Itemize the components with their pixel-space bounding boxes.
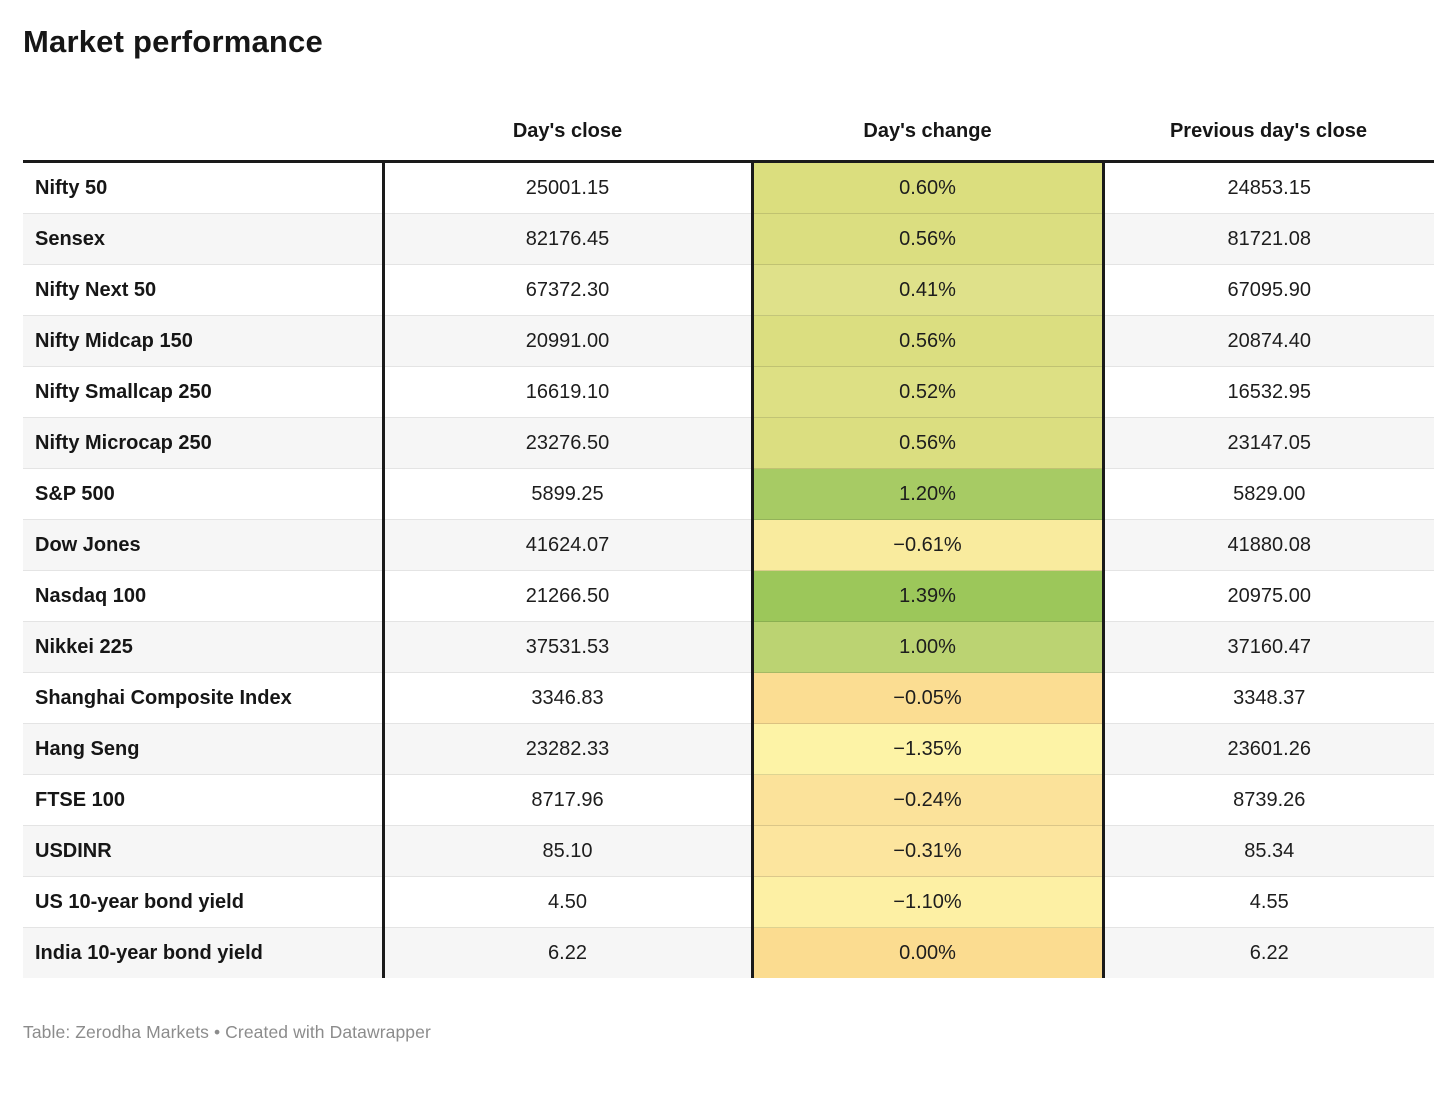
close-value: 3346.83 <box>381 672 752 724</box>
change-value: 0.41% <box>750 264 1105 316</box>
prev-value: 16532.95 <box>1103 366 1434 418</box>
table-row: S&P 500 5899.25 1.20% 5829.00 <box>23 468 1434 520</box>
prev-value: 81721.08 <box>1103 213 1434 265</box>
footer-credit: Table: Zerodha Markets • Created with Da… <box>23 1022 431 1042</box>
close-value: 41624.07 <box>381 519 752 571</box>
row-label: Hang Seng <box>23 723 383 775</box>
row-label: US 10-year bond yield <box>23 876 383 928</box>
close-value: 20991.00 <box>381 315 752 367</box>
prev-value: 6.22 <box>1103 927 1434 978</box>
change-value: 0.60% <box>750 161 1105 214</box>
row-label: India 10-year bond yield <box>23 927 383 978</box>
row-label: S&P 500 <box>23 468 383 520</box>
row-label: Sensex <box>23 213 383 265</box>
close-value: 25001.15 <box>381 161 752 214</box>
prev-value: 20975.00 <box>1103 570 1434 622</box>
close-value: 21266.50 <box>381 570 752 622</box>
prev-value: 20874.40 <box>1103 315 1434 367</box>
close-value: 67372.30 <box>381 264 752 316</box>
change-value: 1.39% <box>750 570 1105 622</box>
page-title: Market performance <box>23 24 323 59</box>
change-value: −1.35% <box>750 723 1105 775</box>
row-label: Nifty Midcap 150 <box>23 315 383 367</box>
close-value: 23276.50 <box>381 417 752 469</box>
change-value: 0.56% <box>750 213 1105 265</box>
table-body: Nifty 50 25001.15 0.60% 24853.15 Sensex … <box>23 161 1434 978</box>
prev-value: 3348.37 <box>1103 672 1434 724</box>
table-row: Nifty 50 25001.15 0.60% 24853.15 <box>23 161 1434 214</box>
change-value: 0.52% <box>750 366 1105 418</box>
table-row: FTSE 100 8717.96 −0.24% 8739.26 <box>23 774 1434 826</box>
table-row: Hang Seng 23282.33 −1.35% 23601.26 <box>23 723 1434 775</box>
row-label: Dow Jones <box>23 519 383 571</box>
change-value: 0.56% <box>750 315 1105 367</box>
prev-value: 41880.08 <box>1103 519 1434 571</box>
change-value: −0.05% <box>750 672 1105 724</box>
page: Market performance Day's close Day's cha… <box>23 24 1434 1042</box>
prev-value: 24853.15 <box>1227 177 1311 199</box>
change-value: 1.20% <box>750 468 1105 520</box>
prev-value: 23601.26 <box>1103 723 1434 775</box>
table-row: Nikkei 225 37531.53 1.00% 37160.47 <box>23 621 1434 673</box>
change-value: −0.31% <box>750 825 1105 877</box>
prev-value: 67095.90 <box>1103 264 1434 316</box>
table-row: Nifty Midcap 150 20991.00 0.56% 20874.40 <box>23 315 1434 367</box>
row-label: Nifty 50 <box>35 177 108 199</box>
change-value: 0.00% <box>750 927 1105 978</box>
table-header: Day's close Day's change Previous day's … <box>23 120 1434 163</box>
close-value: 6.22 <box>381 927 752 978</box>
row-label: Nifty Next 50 <box>23 264 383 316</box>
close-value: 8717.96 <box>381 774 752 826</box>
close-value: 23282.33 <box>381 723 752 775</box>
column-header-close: Day's close <box>383 120 752 163</box>
table-row: Nifty Next 50 67372.30 0.41% 67095.90 <box>23 264 1434 316</box>
prev-value: 8739.26 <box>1103 774 1434 826</box>
change-value: −0.61% <box>750 519 1105 571</box>
column-header-label <box>23 120 383 163</box>
close-value: 37531.53 <box>381 621 752 673</box>
table-row: Shanghai Composite Index 3346.83 −0.05% … <box>23 672 1434 724</box>
column-header-change: Day's change <box>752 120 1103 163</box>
change-value: −0.24% <box>750 774 1105 826</box>
row-label: Nasdaq 100 <box>23 570 383 622</box>
change-value: −1.10% <box>750 876 1105 928</box>
table-row: Nifty Smallcap 250 16619.10 0.52% 16532.… <box>23 366 1434 418</box>
prev-value: 37160.47 <box>1103 621 1434 673</box>
row-label: Nikkei 225 <box>23 621 383 673</box>
table-row: India 10-year bond yield 6.22 0.00% 6.22 <box>23 927 1434 978</box>
table-row: Dow Jones 41624.07 −0.61% 41880.08 <box>23 519 1434 571</box>
table-row: US 10-year bond yield 4.50 −1.10% 4.55 <box>23 876 1434 928</box>
close-value: 82176.45 <box>381 213 752 265</box>
row-label: FTSE 100 <box>23 774 383 826</box>
change-value: 0.56% <box>750 417 1105 469</box>
row-label: Nifty Microcap 250 <box>23 417 383 469</box>
market-performance-table: Day's close Day's change Previous day's … <box>23 120 1434 978</box>
prev-value: 4.55 <box>1103 876 1434 928</box>
prev-value: 85.34 <box>1103 825 1434 877</box>
row-label: USDINR <box>23 825 383 877</box>
prev-value: 23147.05 <box>1103 417 1434 469</box>
row-label: Nifty Smallcap 250 <box>23 366 383 418</box>
close-value: 5899.25 <box>381 468 752 520</box>
close-value: 16619.10 <box>381 366 752 418</box>
table-row: Sensex 82176.45 0.56% 81721.08 <box>23 213 1434 265</box>
table-row: Nifty Microcap 250 23276.50 0.56% 23147.… <box>23 417 1434 469</box>
close-value: 4.50 <box>381 876 752 928</box>
table-row: USDINR 85.10 −0.31% 85.34 <box>23 825 1434 877</box>
row-label: Shanghai Composite Index <box>23 672 383 724</box>
column-header-prev: Previous day's close <box>1103 120 1434 163</box>
close-value: 85.10 <box>381 825 752 877</box>
change-value: 1.00% <box>750 621 1105 673</box>
table-row: Nasdaq 100 21266.50 1.39% 20975.00 <box>23 570 1434 622</box>
prev-value: 5829.00 <box>1103 468 1434 520</box>
